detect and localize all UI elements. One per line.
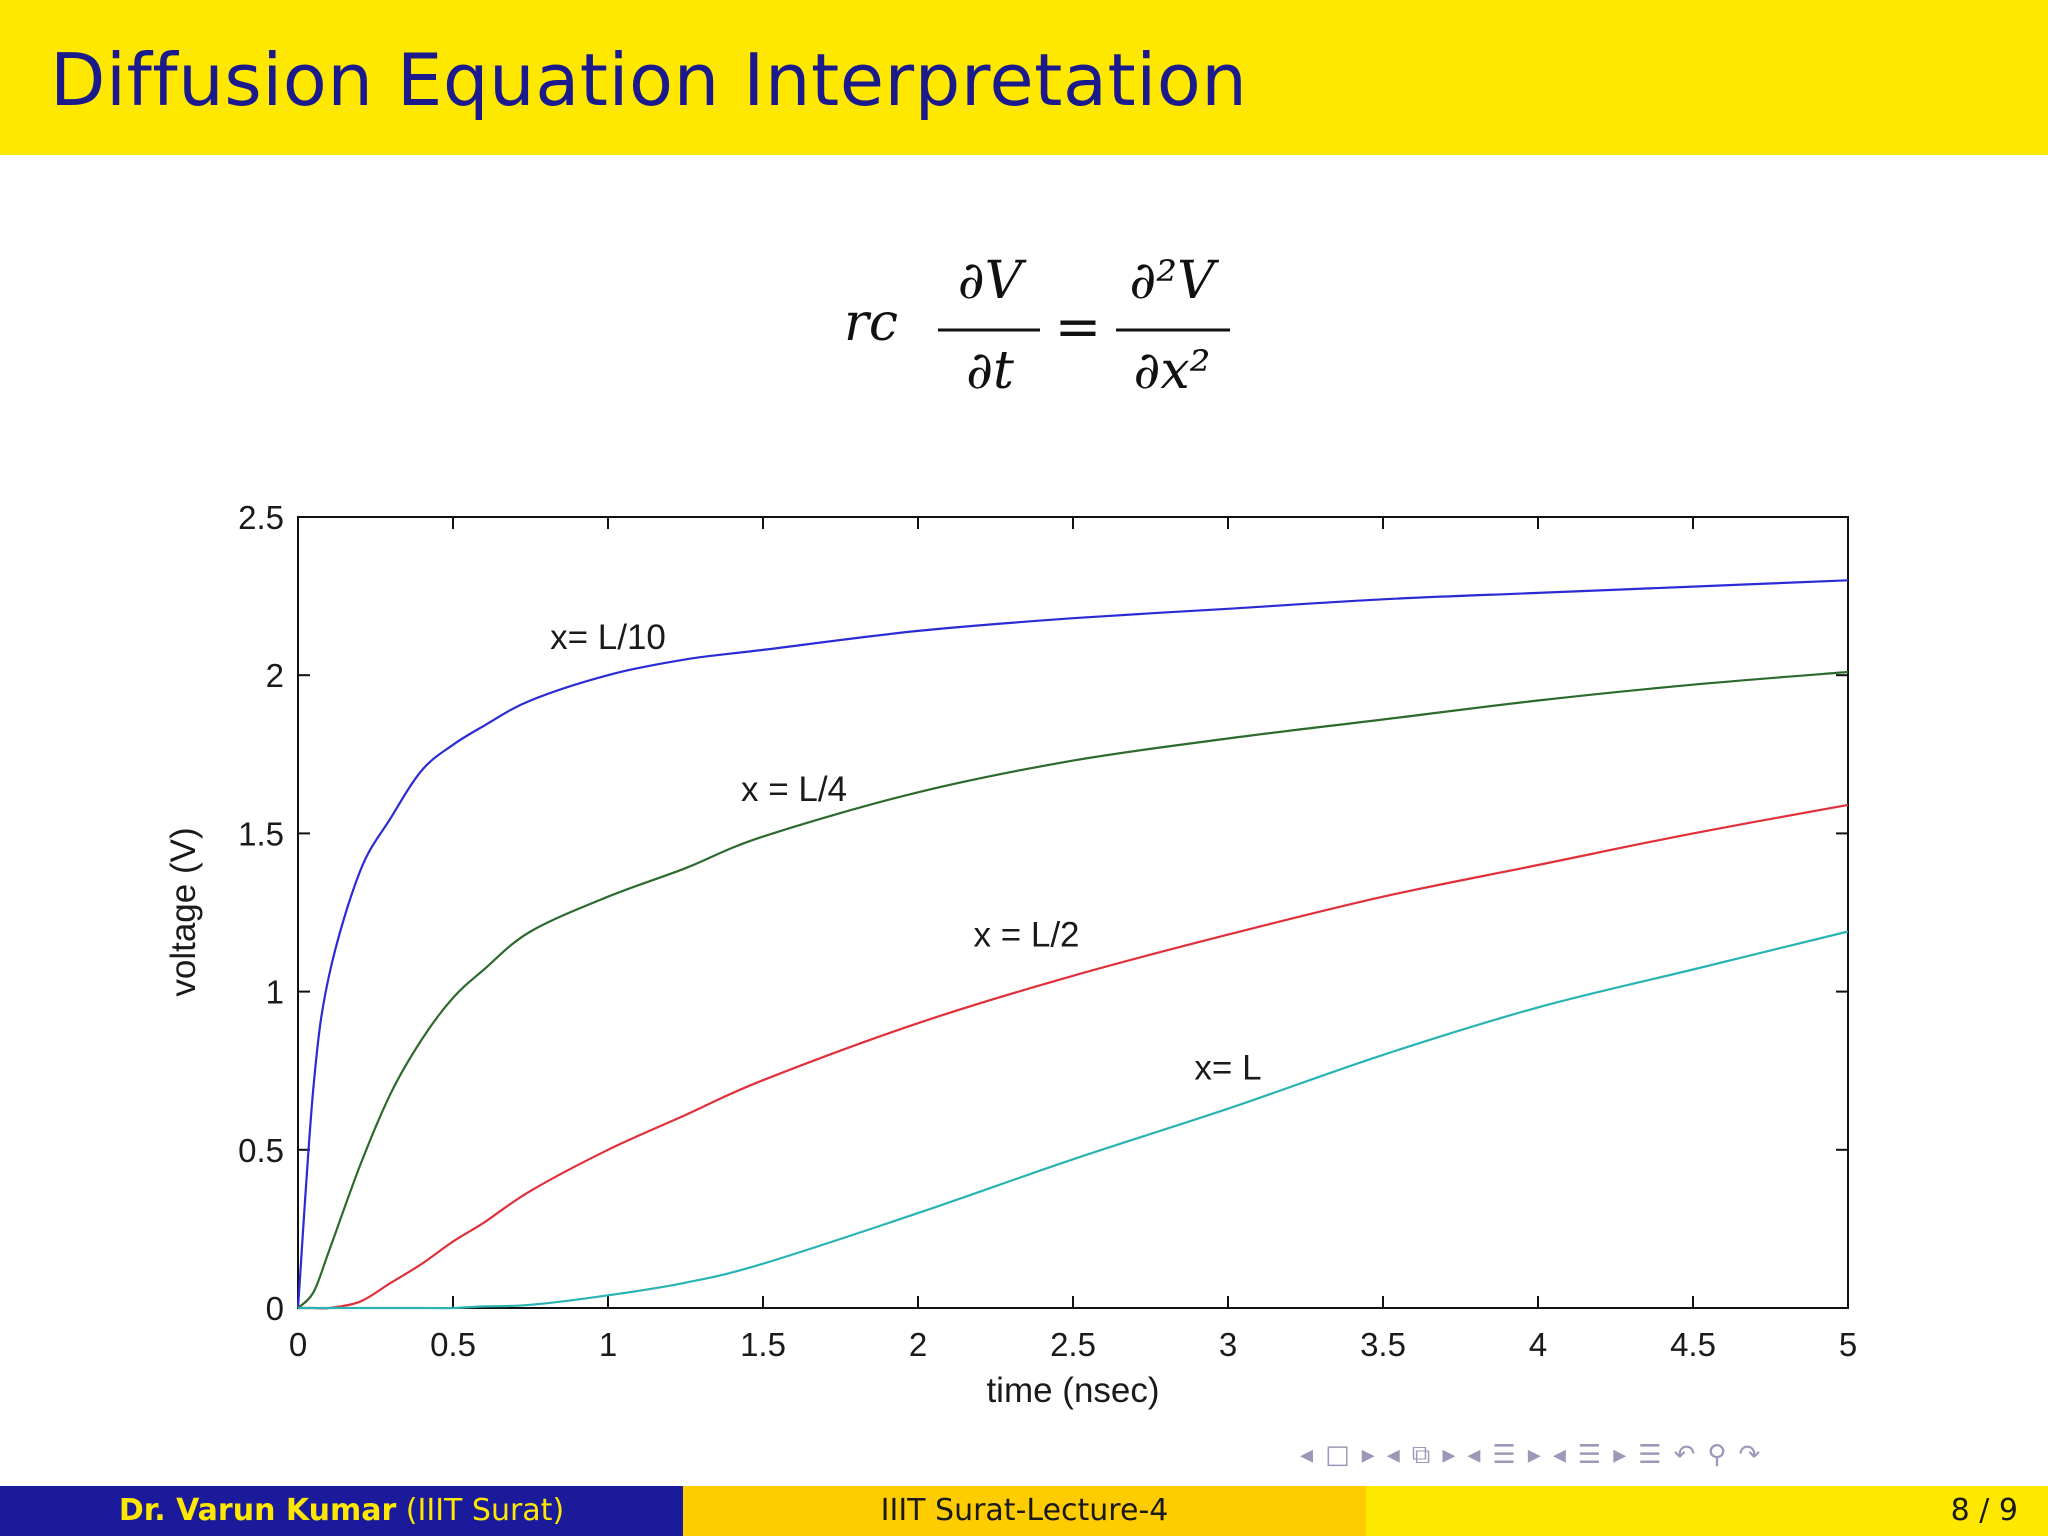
- equation-rhs-numerator: ∂²V: [1129, 251, 1219, 311]
- x-tick-label: 1: [599, 1326, 617, 1363]
- y-tick-label: 2: [266, 657, 284, 694]
- nav-symbol-icon[interactable]: ◂: [1300, 1440, 1314, 1470]
- nav-symbol-icon[interactable]: ↷: [1738, 1440, 1761, 1470]
- diffusion-equation: rc ∂V ∂t = ∂²V ∂x²: [844, 251, 1230, 401]
- equation-coefficient: rc: [844, 293, 898, 353]
- x-tick-label: 1.5: [740, 1326, 786, 1363]
- series-line-0: [296, 579, 1849, 1309]
- nav-symbol-icon[interactable]: ⚲: [1707, 1440, 1727, 1470]
- x-tick-label: 0.5: [430, 1326, 476, 1363]
- voltage-time-chart: 0 0.5 1 1.5 2 2.5 3 3.5 4 4.5 5 0 0.5 1 1.5 2 2.5 x= L/…: [164, 499, 1857, 1410]
- x-tick-label: 4: [1529, 1326, 1547, 1363]
- curve-annotation: x = L/2: [973, 916, 1079, 955]
- curve-annotations: x= L/10 x = L/4 x = L/2 x= L: [550, 618, 1261, 1087]
- x-tick-label: 3: [1219, 1326, 1237, 1363]
- x-tick-labels: 0 0.5 1 1.5 2 2.5 3 3.5 4 4.5 5: [289, 1326, 1857, 1363]
- equation-rhs-denominator: ∂x²: [1133, 341, 1210, 401]
- footer-page-block: 8 / 9: [1366, 1486, 2048, 1536]
- nav-symbol-icon[interactable]: ▸: [1527, 1440, 1541, 1470]
- y-axis-label: voltage (V): [164, 827, 203, 996]
- plot-background: [297, 516, 1849, 1309]
- footer-author-block: Dr. Varun Kumar (IIIT Surat): [0, 1486, 683, 1536]
- nav-symbol-icon[interactable]: ◂: [1467, 1440, 1481, 1470]
- y-tick-label: 0.5: [238, 1132, 284, 1169]
- x-axis-label: time (nsec): [986, 1371, 1159, 1410]
- nav-symbol-icon[interactable]: ▸: [1361, 1440, 1375, 1470]
- x-tick-label: 2: [909, 1326, 927, 1363]
- equation-lhs-denominator: ∂t: [966, 341, 1014, 401]
- curve-annotation: x= L/10: [550, 618, 666, 657]
- nav-symbol-icon[interactable]: □: [1325, 1440, 1350, 1470]
- equation-lhs-numerator: ∂V: [958, 251, 1027, 311]
- nav-symbol-icon[interactable]: ☰: [1492, 1440, 1516, 1470]
- title-bar: Diffusion Equation Interpretation: [0, 0, 2048, 155]
- footer-lecture: IIIT Surat-Lecture-4: [683, 1486, 1366, 1536]
- footer-affiliation: (IIIT Surat): [405, 1493, 565, 1528]
- nav-symbol-icon[interactable]: ↶: [1673, 1440, 1696, 1470]
- x-tick-label: 3.5: [1360, 1326, 1406, 1363]
- nav-symbol-icon[interactable]: ◂: [1552, 1440, 1566, 1470]
- nav-symbol-icon[interactable]: ⧉: [1411, 1440, 1431, 1470]
- nav-symbol-icon[interactable]: ▸: [1613, 1440, 1627, 1470]
- y-tick-label: 2.5: [238, 499, 284, 536]
- y-tick-label: 0: [266, 1290, 284, 1327]
- x-tick-label: 5: [1839, 1326, 1857, 1363]
- footer: Dr. Varun Kumar (IIIT Surat) IIIT Surat-…: [0, 1486, 2048, 1536]
- nav-symbol-icon[interactable]: ☰: [1638, 1440, 1662, 1470]
- series-lines: [296, 579, 1849, 1310]
- y-tick-labels: 0 0.5 1 1.5 2 2.5: [238, 499, 284, 1327]
- series-line-3: [298, 930, 1849, 1310]
- beamer-navigation-symbols[interactable]: ◂ □ ▸ ◂ ⧉ ▸ ◂ ☰ ▸ ◂ ☰ ▸ ☰ ↶ ⚲ ↷: [1300, 1440, 2040, 1480]
- curve-annotation: x = L/4: [741, 770, 847, 809]
- equation-equals: =: [1055, 295, 1102, 360]
- series-line-1: [297, 670, 1849, 1309]
- footer-page-number: 8 / 9: [1950, 1493, 2018, 1528]
- nav-symbol-icon[interactable]: ◂: [1386, 1440, 1400, 1470]
- nav-symbol-icon[interactable]: ☰: [1577, 1440, 1602, 1470]
- curve-annotation: x= L: [1194, 1049, 1261, 1088]
- series-line-2: [298, 803, 1849, 1310]
- slide-title: Diffusion Equation Interpretation: [50, 38, 1248, 122]
- x-tick-label: 0: [289, 1326, 307, 1363]
- footer-author: Dr. Varun Kumar: [118, 1493, 397, 1528]
- y-tick-label: 1.5: [238, 815, 284, 852]
- y-tick-label: 1: [266, 974, 284, 1011]
- nav-symbol-icon[interactable]: ▸: [1442, 1440, 1456, 1470]
- x-tick-label: 2.5: [1050, 1326, 1096, 1363]
- x-tick-label: 4.5: [1670, 1326, 1716, 1363]
